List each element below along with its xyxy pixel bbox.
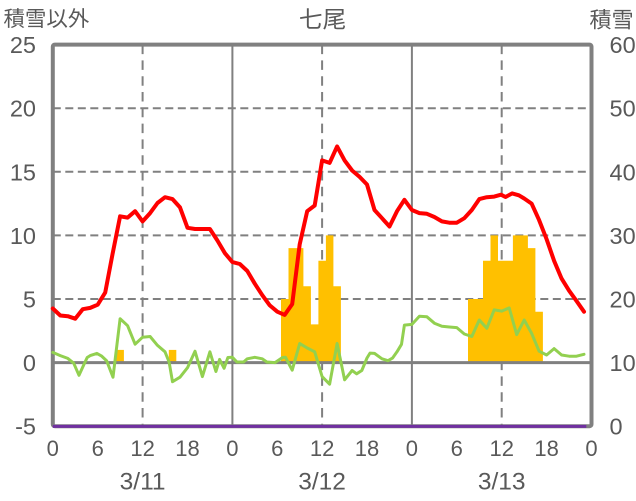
svg-text:3/12: 3/12 — [298, 469, 346, 496]
svg-text:20: 20 — [10, 96, 36, 122]
svg-text:12: 12 — [130, 436, 154, 461]
svg-text:3/13: 3/13 — [478, 469, 526, 496]
svg-text:18: 18 — [175, 436, 199, 461]
svg-text:40: 40 — [610, 159, 636, 185]
svg-text:30: 30 — [610, 223, 636, 249]
svg-text:12: 12 — [310, 436, 334, 461]
svg-text:0: 0 — [406, 436, 418, 461]
svg-text:10: 10 — [10, 223, 36, 249]
svg-text:25: 25 — [10, 32, 36, 58]
svg-text:18: 18 — [355, 436, 379, 461]
svg-text:0: 0 — [610, 414, 623, 440]
svg-text:0: 0 — [23, 350, 36, 376]
svg-text:-5: -5 — [15, 414, 36, 440]
svg-text:3/11: 3/11 — [120, 469, 166, 496]
svg-text:15: 15 — [10, 159, 36, 185]
svg-text:60: 60 — [610, 32, 636, 58]
svg-text:20: 20 — [610, 287, 636, 313]
svg-text:6: 6 — [451, 436, 463, 461]
svg-text:0: 0 — [585, 436, 597, 461]
svg-text:0: 0 — [226, 436, 238, 461]
svg-text:0: 0 — [47, 436, 59, 461]
svg-text:18: 18 — [534, 436, 558, 461]
svg-text:5: 5 — [23, 287, 36, 313]
svg-text:10: 10 — [610, 350, 636, 376]
svg-text:12: 12 — [489, 436, 513, 461]
svg-text:6: 6 — [92, 436, 104, 461]
svg-text:50: 50 — [610, 96, 636, 122]
svg-text:6: 6 — [271, 436, 283, 461]
